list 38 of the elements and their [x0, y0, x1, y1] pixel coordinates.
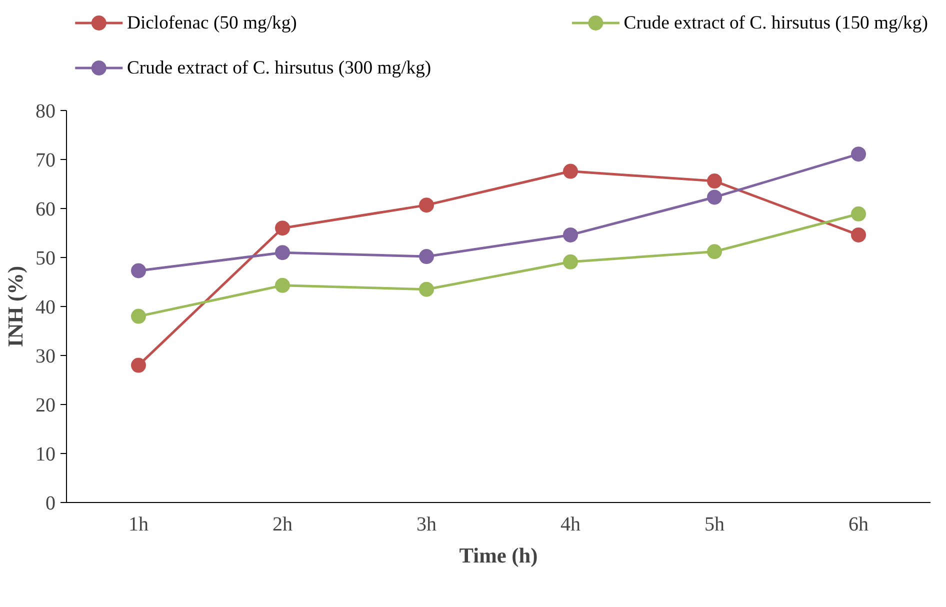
point: [851, 206, 866, 222]
point: [563, 164, 578, 179]
x-tick-label: 1h: [128, 514, 148, 536]
y-tick-label: 50: [36, 248, 56, 270]
point: [563, 227, 578, 242]
x-tick-label: 3h: [416, 514, 436, 536]
y-tick-label: 60: [36, 198, 56, 220]
point: [275, 278, 290, 293]
point: [275, 245, 290, 260]
point: [419, 198, 434, 213]
point: [707, 190, 722, 205]
y-tick-label: 10: [36, 444, 56, 466]
x-axis-title: Time (h): [459, 544, 538, 568]
point: [851, 227, 866, 242]
y-tick-label: 80: [36, 100, 56, 122]
legend-label: Crude extract of C. hirsutus (300 mg/kg): [126, 58, 432, 78]
x-tick-label: 2h: [272, 514, 292, 536]
legend-label: Crude extract of C. hirsutus (150 mg/kg): [624, 12, 928, 34]
point: [131, 308, 146, 324]
point: [707, 174, 722, 189]
point: [419, 282, 434, 297]
x-tick-label: 4h: [560, 514, 580, 536]
point: [275, 220, 290, 236]
y-tick-label: 40: [36, 296, 56, 318]
point: [707, 244, 722, 260]
point: [131, 263, 146, 278]
x-tick-label: 5h: [704, 514, 724, 536]
y-axis-title: INH (%): [4, 266, 28, 348]
legend-label: Diclofenac (50 mg/kg): [126, 12, 297, 34]
y-tick-label: 0: [46, 492, 56, 514]
y-tick-label: 20: [36, 394, 56, 416]
point: [851, 146, 866, 162]
point: [131, 358, 146, 373]
y-tick-label: 70: [36, 150, 56, 172]
point: [419, 249, 434, 264]
y-tick-label: 30: [36, 346, 56, 368]
x-tick-label: 6h: [848, 514, 868, 536]
point: [563, 254, 578, 270]
